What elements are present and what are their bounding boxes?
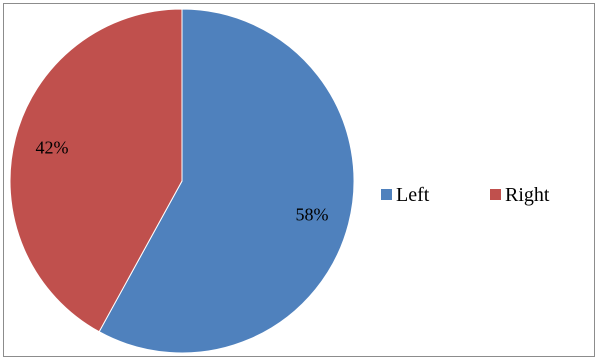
pie-slices: [9, 8, 355, 354]
legend: Left Right: [381, 184, 550, 206]
data-label-left: 58%: [295, 204, 328, 224]
legend-label-left: Left: [396, 184, 430, 206]
pie-slice-right: [9, 8, 183, 333]
pie-data-labels: 58% 42%: [36, 138, 329, 225]
legend-label-right: Right: [505, 184, 550, 206]
legend-swatch-right: [490, 189, 501, 200]
pie-slice-left: [98, 8, 355, 354]
data-label-right: 42%: [36, 138, 69, 158]
legend-swatch-left: [381, 189, 392, 200]
